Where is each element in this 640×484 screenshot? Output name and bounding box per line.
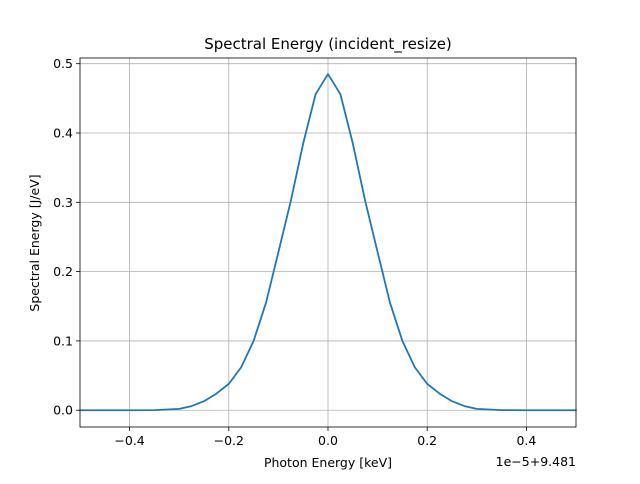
y-tick-label: 0.2 bbox=[53, 264, 73, 279]
series-line-0 bbox=[79, 73, 577, 412]
y-tick-label: 0.1 bbox=[53, 333, 73, 348]
y-tick-label: 0.5 bbox=[53, 56, 73, 71]
y-tick-label: 0.3 bbox=[53, 195, 73, 210]
y-tick-label: 0.4 bbox=[53, 125, 73, 140]
y-tick-label: 0.0 bbox=[53, 403, 73, 418]
y-axis-label: Spectral Energy [J/eV] bbox=[27, 174, 42, 311]
x-axis-offset-text: 1e−5+9.481 bbox=[496, 454, 576, 469]
x-tick-label: 0.2 bbox=[417, 433, 437, 448]
ticks: −0.4 −0.2 0.0 0.2 0.4 0.0 0.1 0.2 0.3 0.4 0.5 bbox=[53, 56, 536, 448]
x-tick-label: −0.4 bbox=[114, 433, 144, 448]
x-tick-label: −0.2 bbox=[214, 433, 244, 448]
x-axis-label: Photon Energy [keV] bbox=[264, 455, 392, 470]
x-tick-label: 0.0 bbox=[318, 433, 338, 448]
chart-title: Spectral Energy (incident_resize) bbox=[204, 35, 452, 54]
x-tick-label: 0.4 bbox=[516, 433, 536, 448]
series-layer bbox=[79, 73, 577, 412]
